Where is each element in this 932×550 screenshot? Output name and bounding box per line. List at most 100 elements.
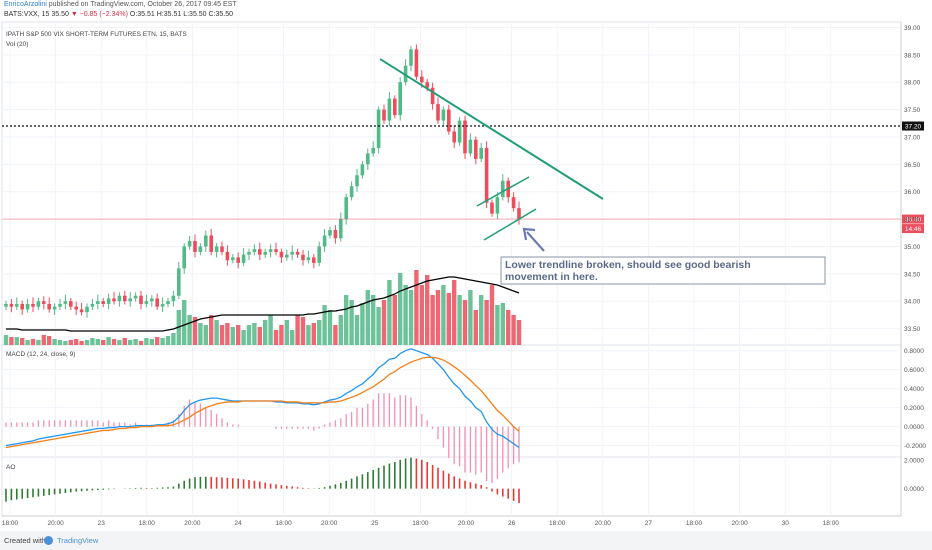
candles bbox=[4, 44, 521, 318]
volume-bar bbox=[360, 303, 365, 345]
macd-tick-label: 0.4000 bbox=[904, 386, 924, 393]
candle-body bbox=[236, 257, 240, 263]
volume-bars bbox=[3, 270, 522, 345]
tradingview-brand[interactable]: TradingView bbox=[57, 536, 99, 545]
volume-bar bbox=[209, 315, 214, 345]
volume-bar bbox=[311, 323, 316, 345]
author-link[interactable]: EnricoArzolini bbox=[4, 1, 47, 8]
price-tick-label: 38.50 bbox=[904, 52, 921, 59]
candle-body bbox=[447, 109, 451, 132]
candle-body bbox=[495, 197, 500, 214]
quote-change: ▼ −0.85 (−2.34%) bbox=[70, 11, 128, 18]
candle-body bbox=[452, 131, 456, 143]
volume-bar bbox=[41, 335, 46, 345]
macd-histogram bbox=[5, 393, 520, 484]
candle-body bbox=[274, 249, 278, 252]
candle-body bbox=[387, 98, 392, 121]
candle-body bbox=[58, 303, 62, 307]
candle-body bbox=[312, 257, 316, 263]
candle-body bbox=[214, 246, 219, 252]
volume-bar bbox=[489, 285, 495, 345]
candle-body bbox=[360, 164, 365, 176]
channel-upper-line[interactable] bbox=[476, 176, 530, 207]
time-tick-label: 18:00 bbox=[549, 520, 566, 527]
volume-bar bbox=[95, 339, 100, 345]
candle-body bbox=[285, 254, 289, 258]
volume-bar bbox=[74, 339, 79, 345]
ao-label: AO bbox=[6, 464, 15, 471]
volume-bar bbox=[36, 340, 41, 345]
candle-body bbox=[317, 246, 321, 263]
time-tick-label: 27 bbox=[645, 520, 653, 527]
volume-bar bbox=[241, 330, 246, 345]
tradingview-logo-icon[interactable] bbox=[44, 536, 53, 545]
candle-body bbox=[128, 298, 132, 302]
volume-bar bbox=[214, 320, 219, 345]
candle-body bbox=[117, 295, 122, 302]
chart-title: IPATH S&P 500 VIX SHORT-TERM FUTURES ETN… bbox=[6, 31, 187, 38]
candle-body bbox=[328, 230, 332, 236]
volume-bar bbox=[117, 340, 122, 345]
candle-body bbox=[209, 235, 213, 252]
time-tick-label: 20:00 bbox=[321, 520, 338, 527]
volume-bar bbox=[63, 341, 68, 345]
volume-bar bbox=[252, 323, 257, 345]
candle-body bbox=[484, 147, 489, 203]
candle-body bbox=[441, 109, 446, 121]
macd-tick-label: 0.6000 bbox=[904, 367, 924, 374]
time-tick-label: 30 bbox=[782, 520, 790, 527]
candle-body bbox=[436, 104, 440, 121]
volume-bar bbox=[349, 300, 354, 345]
candle-body bbox=[290, 251, 294, 255]
candle-body bbox=[306, 257, 311, 261]
volume-bar bbox=[290, 330, 295, 345]
volume-bar bbox=[68, 340, 73, 345]
candle-body bbox=[187, 240, 192, 247]
macd-tick-label: -0.2000 bbox=[904, 443, 926, 450]
level-price-tag bbox=[902, 121, 924, 131]
volume-bar bbox=[182, 300, 187, 345]
volume-bar bbox=[435, 290, 441, 345]
candle-body bbox=[123, 295, 127, 302]
candle-body bbox=[490, 202, 494, 214]
candle-body bbox=[4, 303, 8, 307]
price-tick-label: 34.50 bbox=[904, 271, 921, 278]
channel-lower-line[interactable] bbox=[483, 208, 537, 241]
volume-bar bbox=[14, 337, 19, 345]
price-tick-label: 37.50 bbox=[904, 107, 921, 114]
time-tick-label: 18:00 bbox=[823, 520, 840, 527]
upper-trendline[interactable] bbox=[379, 58, 604, 200]
volume-bar bbox=[403, 285, 408, 345]
candle-body bbox=[268, 249, 273, 252]
candle-body bbox=[371, 147, 375, 154]
volume-bar bbox=[462, 300, 468, 345]
price-tick-label: 39.00 bbox=[904, 25, 921, 32]
candle-body bbox=[457, 120, 462, 143]
candle-body bbox=[182, 246, 186, 269]
annotation-line-1: Lower trendline broken, should see good … bbox=[505, 259, 751, 271]
candle-body bbox=[225, 251, 230, 261]
candle-body bbox=[333, 230, 338, 239]
candle-body bbox=[69, 301, 73, 307]
candle-body bbox=[414, 49, 419, 77]
candle-body bbox=[139, 295, 143, 304]
candle-body bbox=[25, 303, 30, 310]
volume-bar bbox=[3, 335, 9, 345]
chart-canvas[interactable]: 37.20 35.50 14:46 Lower trendline broken… bbox=[0, 0, 932, 531]
volume-bar bbox=[479, 295, 484, 345]
volume-bar bbox=[138, 341, 144, 345]
volume-bar bbox=[344, 295, 349, 345]
candle-body bbox=[279, 251, 284, 258]
volume-bar bbox=[30, 339, 36, 345]
candle-body bbox=[258, 249, 262, 255]
volume-bar bbox=[203, 325, 208, 345]
volume-bar bbox=[446, 293, 451, 345]
volume-bar bbox=[392, 295, 397, 345]
candle-body bbox=[144, 301, 149, 304]
quote-line: BATS:VXX, 15 35.50 ▼ −0.85 (−2.34%) O:35… bbox=[4, 11, 233, 18]
annotation-box[interactable] bbox=[500, 256, 826, 285]
candle-body bbox=[517, 208, 521, 220]
volume-bar bbox=[300, 317, 306, 345]
publish-info: EnricoArzolini published on TradingView.… bbox=[4, 1, 237, 8]
signal-line bbox=[5, 356, 520, 449]
